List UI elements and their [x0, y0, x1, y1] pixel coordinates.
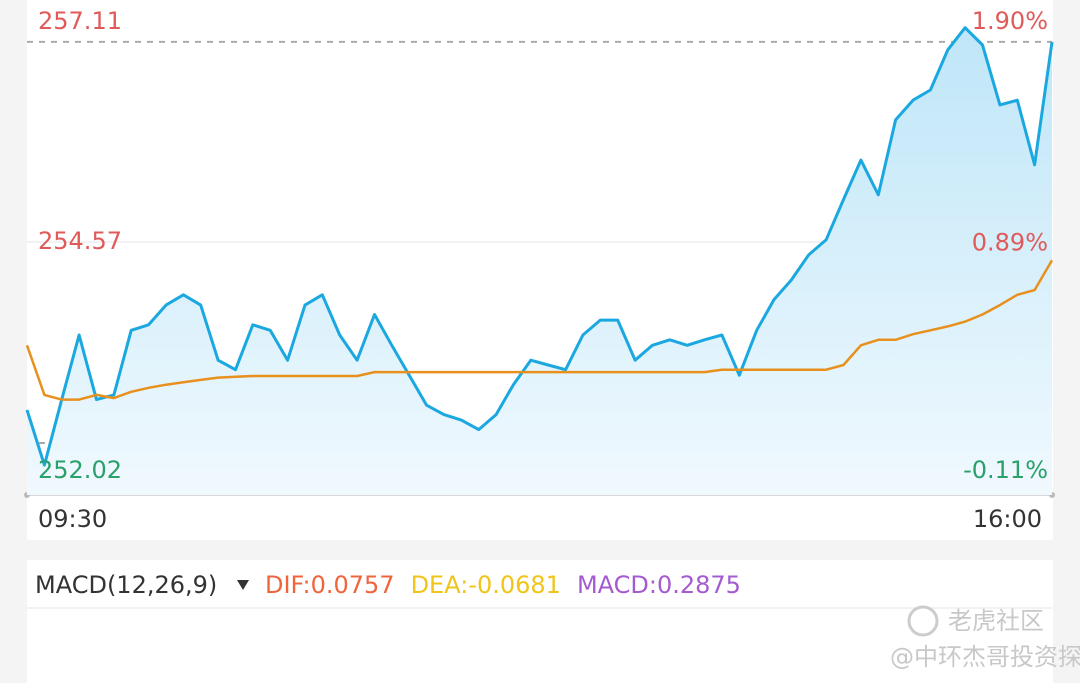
- macd-panel: [27, 560, 1053, 683]
- macd-label: DEA:-0.0681: [411, 571, 561, 599]
- y2-tick-label: 1.90%: [972, 7, 1048, 35]
- x-tick-label: 16:00: [973, 505, 1042, 533]
- macd-label: DIF:0.0757: [265, 571, 395, 599]
- x-tick-label: 09:30: [38, 505, 107, 533]
- y-tick-label: 257.11: [38, 7, 122, 35]
- macd-title[interactable]: MACD(12,26,9): [35, 571, 217, 599]
- y-tick-label: 254.57: [38, 227, 122, 255]
- y2-tick-label: -0.11%: [963, 456, 1048, 484]
- macd-dropdown[interactable]: [237, 580, 249, 590]
- watermark-brand: 老虎社区: [948, 607, 1044, 635]
- price-line: [25, 26, 1054, 467]
- watermark-author: @中环杰哥投资探秘: [890, 643, 1080, 671]
- price-area: [27, 27, 1052, 495]
- y2-tick-label: 0.89%: [972, 229, 1048, 257]
- watermark-logo: [907, 605, 939, 637]
- average-line: [25, 259, 1054, 401]
- y-tick-label: 252.02: [38, 456, 122, 484]
- macd-label: MACD:0.2875: [577, 571, 741, 599]
